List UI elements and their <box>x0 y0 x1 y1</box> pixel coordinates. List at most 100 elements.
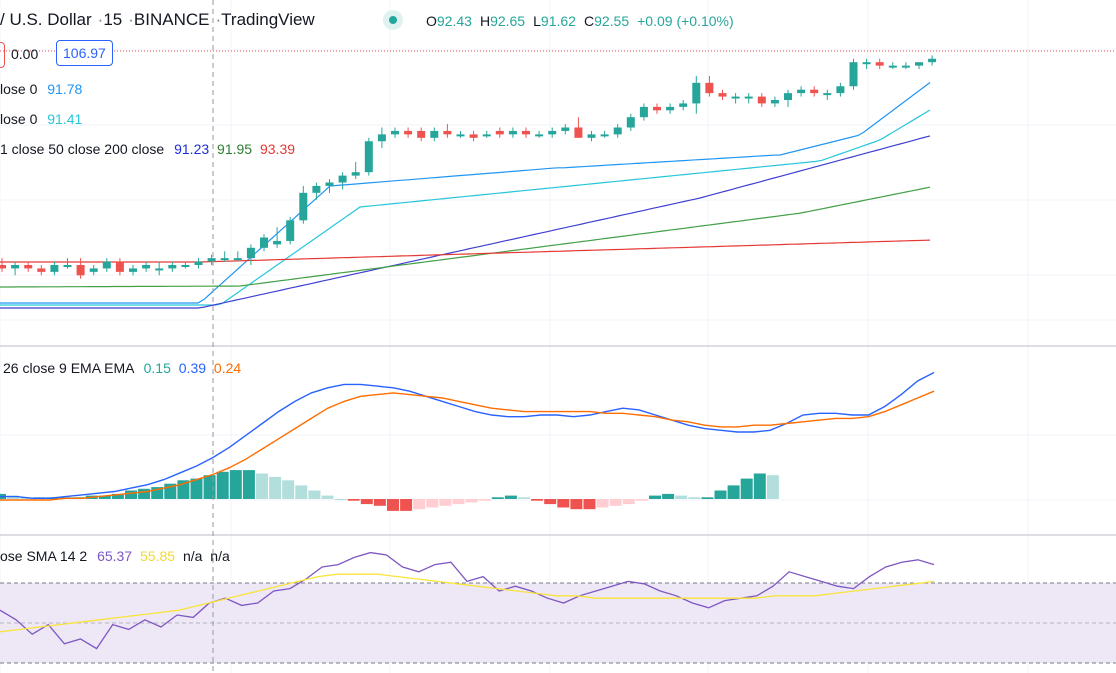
candle-body <box>129 268 137 272</box>
macd-histogram-bar <box>544 499 557 505</box>
spread-value: 0.00 <box>11 46 39 62</box>
macd-histogram-bar <box>190 478 203 499</box>
buy-price-box[interactable]: 106.97 <box>56 40 113 66</box>
candle-body <box>11 265 20 269</box>
macd-histogram-bar <box>609 499 622 506</box>
candle-body <box>784 93 792 100</box>
candle-body <box>50 265 59 272</box>
macd-histogram-bar <box>269 476 282 499</box>
candle-body <box>364 141 373 173</box>
rsi-ma-value: 55.85 <box>140 548 176 564</box>
title-separator: · <box>97 10 104 29</box>
candle-body <box>718 93 727 97</box>
macd-histogram-bar <box>662 493 675 499</box>
macd-line-value: 0.39 <box>178 360 207 376</box>
macd-histogram-bar <box>635 499 648 501</box>
macd-histogram-bar <box>465 499 478 503</box>
macd-histogram-bar <box>347 499 360 501</box>
macd-histogram-bar <box>688 497 701 499</box>
candle-body <box>862 62 871 65</box>
ma-mid-line <box>0 186 931 288</box>
candle-body <box>587 134 596 138</box>
ema-fast-params: lose 0 <box>0 81 38 97</box>
candle-body <box>430 130 439 138</box>
macd-histogram-bar <box>334 499 347 500</box>
candle-body <box>76 265 85 276</box>
low-label: L <box>533 13 541 29</box>
candle-body <box>482 134 491 137</box>
rsi-lines <box>0 551 935 650</box>
candle-body <box>37 268 46 272</box>
candle-body <box>404 130 413 135</box>
candle-body <box>63 265 72 267</box>
macd-histogram <box>0 470 779 511</box>
high-label: H <box>479 13 491 29</box>
candle-body <box>770 100 779 104</box>
candle-body <box>705 82 714 94</box>
macd-histogram-bar <box>229 470 242 499</box>
sell-price-box[interactable] <box>0 42 5 68</box>
candle-body <box>574 127 583 138</box>
macd-histogram-bar <box>504 495 517 499</box>
title-separator: · <box>215 10 222 29</box>
macd-histogram-bar <box>439 499 452 506</box>
ema-fast-value: 91.78 <box>47 81 83 97</box>
candle-body <box>233 258 242 261</box>
macd-histogram-bar <box>727 485 740 499</box>
source-label: TradingView <box>221 10 315 29</box>
macd-histogram-bar <box>400 499 413 511</box>
candle-body <box>600 134 609 137</box>
candle-body <box>508 130 517 135</box>
macd-histogram-bar <box>282 480 295 499</box>
candle-body <box>901 65 910 68</box>
candle-body <box>757 96 766 104</box>
macd-histogram-bar <box>373 499 386 506</box>
rsi-ma-line <box>0 573 935 633</box>
candle-body <box>731 96 740 99</box>
macd-histogram-bar <box>649 495 661 499</box>
candle-body <box>915 62 923 66</box>
change-value: +0.09 (+0.10%) <box>637 13 734 29</box>
candle-body <box>168 265 177 269</box>
rsi-params: ose SMA 14 2 <box>0 548 88 564</box>
candle-body <box>89 268 98 272</box>
macd-histogram-bar <box>98 495 111 499</box>
low-value: 91.62 <box>540 13 576 29</box>
candle-body <box>0 265 6 269</box>
ma-legend: 1 close 50 close 200 close 91.23 91.95 9… <box>0 142 295 156</box>
macd-histogram-bar <box>557 499 570 508</box>
ema-slow-legend: lose 0 91.41 <box>0 112 82 126</box>
open-value: 92.43 <box>436 13 472 29</box>
candle-body <box>338 175 347 183</box>
macd-line <box>0 371 935 499</box>
macd-histogram-bar <box>622 499 635 505</box>
macd-histogram-bar <box>478 499 491 501</box>
candle-body <box>155 268 164 271</box>
moving-average-lines <box>0 82 931 309</box>
candle-body <box>797 89 806 94</box>
ma-long-line <box>0 239 931 263</box>
ema-slow-line <box>0 109 931 306</box>
ma-params: 1 close 50 close 200 close <box>0 141 165 157</box>
candle-body <box>666 106 675 111</box>
candle-body <box>849 62 858 87</box>
market-open-dot <box>389 16 397 24</box>
candle-body <box>495 130 504 135</box>
macd-histogram-bar <box>491 497 504 499</box>
candle-body <box>836 86 845 94</box>
candlestick-series <box>0 55 937 279</box>
symbol-title: / U.S. Dollar ·15 ·BINANCE ·TradingView <box>0 11 315 28</box>
candle-body <box>377 134 386 142</box>
candle-body <box>443 130 452 135</box>
open-label: O <box>426 13 437 29</box>
macd-histogram-bar <box>125 490 137 499</box>
ema-fast-legend: lose 0 91.78 <box>0 82 82 96</box>
candle-body <box>613 127 622 135</box>
candle-body <box>312 185 321 193</box>
macd-histogram-bar <box>387 499 399 511</box>
candle-body <box>875 62 884 66</box>
market-status-icon[interactable] <box>383 10 403 30</box>
candle-body <box>653 106 661 111</box>
